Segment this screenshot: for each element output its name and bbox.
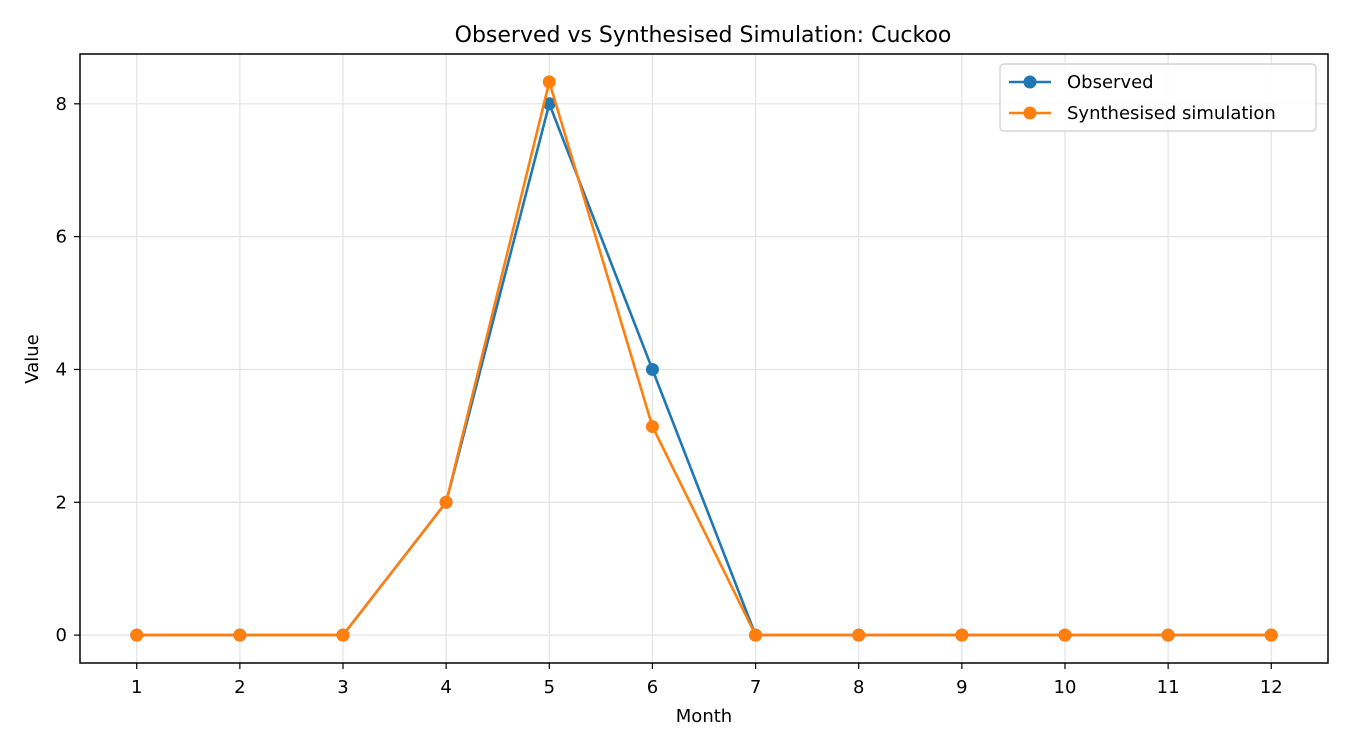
chart-title: Observed vs Synthesised Simulation: Cuck… bbox=[455, 23, 952, 48]
y-tick-label: 2 bbox=[56, 492, 67, 513]
legend-swatch-marker bbox=[1023, 75, 1037, 89]
data-point bbox=[852, 628, 866, 642]
x-tick-label: 1 bbox=[131, 677, 142, 698]
plot-frame bbox=[79, 53, 1329, 664]
legend-label: Synthesised simulation bbox=[1067, 103, 1276, 124]
x-tick-label: 2 bbox=[234, 677, 245, 698]
data-point bbox=[1058, 628, 1072, 642]
x-tick-label: 3 bbox=[337, 677, 348, 698]
series-line bbox=[136, 80, 1272, 637]
x-axis: 1 2 3 4 5 6 7 8 9 10 11 12 bbox=[131, 663, 1283, 698]
y-tick-label: 0 bbox=[56, 625, 67, 646]
legend-swatch-marker bbox=[1023, 106, 1037, 120]
x-tick-label: 12 bbox=[1260, 677, 1283, 698]
data-point bbox=[233, 628, 247, 642]
legend-item: Observed bbox=[1009, 72, 1154, 93]
x-tick-label: 8 bbox=[853, 677, 864, 698]
data-point bbox=[1161, 628, 1175, 642]
data-point bbox=[645, 420, 659, 434]
y-tick-label: 8 bbox=[56, 94, 67, 115]
x-tick-label: 4 bbox=[440, 677, 451, 698]
x-tick-label: 10 bbox=[1054, 677, 1077, 698]
x-tick-label: 9 bbox=[956, 677, 967, 698]
y-tick-label: 4 bbox=[56, 359, 67, 380]
data-point bbox=[1264, 628, 1278, 642]
data-point bbox=[955, 628, 969, 642]
x-tick-label: 7 bbox=[750, 677, 761, 698]
data-point bbox=[749, 628, 763, 642]
y-tick-label: 6 bbox=[56, 227, 67, 248]
data-point bbox=[130, 628, 144, 642]
data-point bbox=[439, 495, 453, 509]
data-point bbox=[645, 362, 659, 376]
x-axis-label: Month bbox=[676, 706, 732, 727]
y-axis-label: Value bbox=[22, 334, 43, 383]
x-tick-label: 11 bbox=[1157, 677, 1180, 698]
y-axis: 0 2 4 6 8 bbox=[56, 94, 80, 646]
series-layer bbox=[130, 75, 1278, 642]
legend-label: Observed bbox=[1067, 72, 1154, 93]
x-tick-label: 5 bbox=[544, 677, 555, 698]
series-synthesised-simulation bbox=[130, 75, 1278, 642]
legend-box bbox=[999, 63, 1317, 132]
x-tick-label: 6 bbox=[647, 677, 658, 698]
legend-item: Synthesised simulation bbox=[1009, 103, 1276, 124]
legend: Observed Synthesised simulation bbox=[999, 63, 1317, 132]
data-point bbox=[336, 628, 350, 642]
data-point bbox=[542, 75, 556, 89]
grid bbox=[80, 54, 1328, 663]
